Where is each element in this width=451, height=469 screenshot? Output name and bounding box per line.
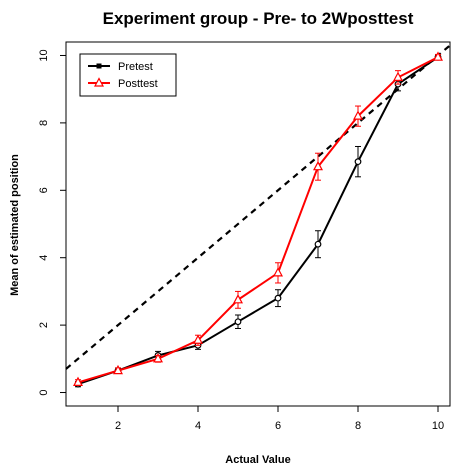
- legend: Pretest Posttest: [79, 53, 177, 97]
- x-tick-label: 10: [432, 420, 444, 432]
- y-tick-label: 2: [38, 322, 50, 328]
- y-tick-label: 10: [38, 49, 50, 61]
- y-tick-label: 4: [38, 255, 50, 261]
- chart-title: Experiment group - Pre- to 2Wposttest: [103, 9, 414, 28]
- data-point: [274, 294, 282, 302]
- data-point: [313, 160, 323, 171]
- data-point: [73, 376, 83, 387]
- series-line: [77, 56, 439, 386]
- reference-line: [65, 44, 451, 370]
- x-axis-label: Actual Value: [225, 454, 290, 466]
- data-point: [113, 364, 123, 375]
- x-tick-label: 4: [195, 420, 201, 432]
- data-point: [354, 158, 362, 166]
- x-tick-label: 6: [275, 420, 281, 432]
- legend-label: Pretest: [118, 61, 153, 73]
- data-point: [393, 71, 403, 81]
- legend-label: Posttest: [118, 78, 158, 90]
- legend-marker: [96, 63, 102, 69]
- data-point: [433, 51, 443, 61]
- plot-area-frame: [65, 41, 451, 407]
- data-point: [153, 353, 163, 363]
- data-point: [233, 294, 243, 304]
- series-posttest: [73, 51, 443, 387]
- data-point: [193, 334, 203, 344]
- series-line: [77, 56, 439, 384]
- data-point: [273, 267, 283, 277]
- legend-marker: [94, 77, 104, 87]
- y-tick-label: 6: [38, 187, 50, 193]
- x-tick-label: 2: [115, 420, 121, 432]
- data-point: [353, 110, 363, 120]
- data-point: [234, 318, 242, 326]
- legend-box: [79, 53, 177, 97]
- x-tick-label: 8: [355, 420, 361, 432]
- data-point: [314, 240, 322, 248]
- plot-marks: [65, 44, 451, 388]
- y-tick-label: 8: [38, 120, 50, 126]
- y-axis-label: Mean of estimated position: [9, 154, 21, 296]
- series-pretest: [74, 53, 442, 388]
- y-tick-label: 0: [38, 389, 50, 395]
- axes: 2 4 6 8 10 0 2 4 6 8 10: [38, 49, 444, 432]
